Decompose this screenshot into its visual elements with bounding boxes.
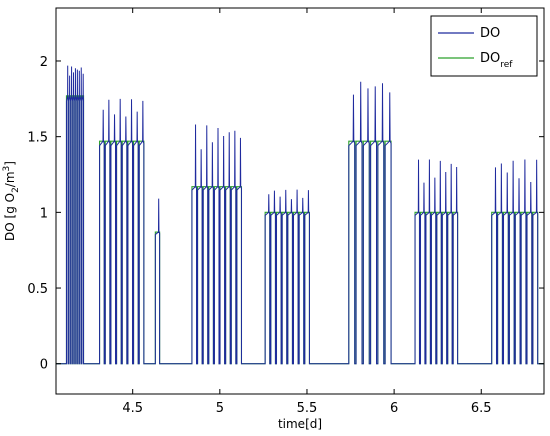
y-tick-label: 0 [40,358,48,373]
line-do [56,65,544,365]
legend-do-ref-label: DOref [480,51,513,70]
x-tick-label: 5 [216,401,224,416]
y-axis-ticks: 0 0.5 1 1.5 2 [27,55,544,373]
y-tick-label: 1.5 [27,131,48,146]
y-tick-label: 1 [40,206,48,221]
x-tick-label: 5.5 [297,401,318,416]
y-tick-label: 2 [40,55,48,70]
x-axis-ticks: 4.5 5 5.5 6 6.5 [122,8,492,416]
plot-area-frame [55,7,545,395]
x-tick-label: 6.5 [471,401,492,416]
legend-do-label: DO [480,26,500,41]
x-tick-label: 6 [390,401,398,416]
x-tick-label: 4.5 [122,401,143,416]
legend-box [430,15,538,77]
y-tick-label: 0.5 [27,282,48,297]
legend: DO DOref [430,15,538,77]
series-do [56,65,544,365]
x-axis-label: time[d] [278,417,322,431]
y-axis-label: DO [g O2/m3] [2,161,21,241]
